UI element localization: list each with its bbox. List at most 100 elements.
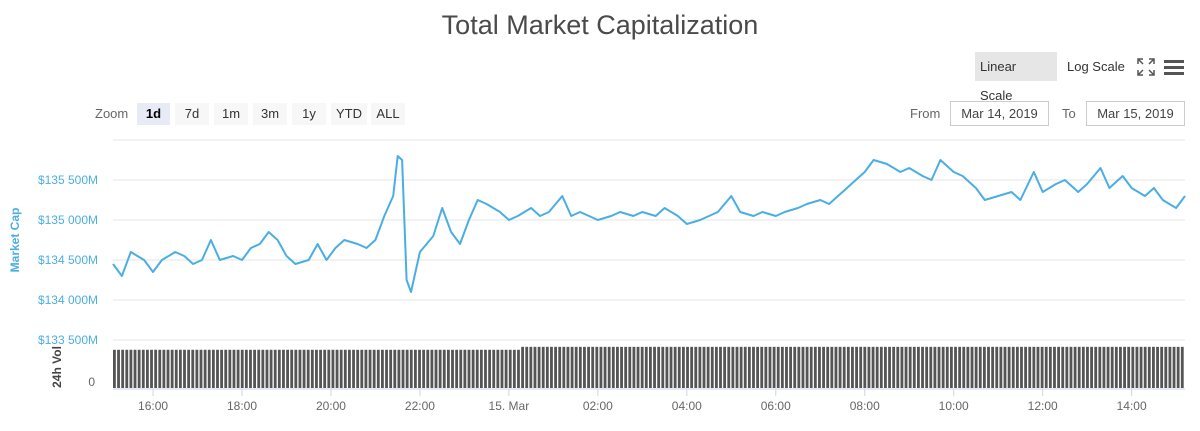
to-date-input[interactable] [1086, 101, 1185, 126]
volume-bar [1168, 346, 1172, 388]
volume-bar [393, 349, 397, 388]
volume-bar [1090, 346, 1093, 388]
volume-bar [368, 349, 372, 388]
x-tick-label: 20:00 [316, 399, 346, 413]
zoom-label: Zoom [95, 106, 129, 121]
volume-bar [401, 349, 405, 388]
chart-title: Total Market Capitalization [441, 10, 759, 40]
volume-bar [747, 346, 751, 388]
volume-bar [723, 346, 727, 388]
volume-bar [768, 346, 772, 388]
zoom-1m-button[interactable]: 1m [214, 103, 248, 125]
volume-bar [970, 346, 974, 388]
volume-bar [356, 349, 360, 388]
volume-bar [620, 346, 623, 388]
volume-bar [978, 346, 982, 388]
volume-bar [566, 346, 570, 388]
volume-bars [113, 346, 1184, 388]
menu-icon[interactable] [1162, 56, 1186, 78]
volume-bar [760, 346, 764, 388]
volume-bar [694, 346, 698, 388]
volume-bar [150, 349, 153, 388]
volume-bar [743, 346, 747, 388]
volume-bar [364, 349, 368, 388]
volume-bar [1081, 346, 1085, 388]
volume-bar [801, 346, 805, 388]
volume-bar [838, 346, 842, 388]
volume-bar [113, 349, 116, 388]
volume-bar [949, 346, 953, 388]
volume-bar [1007, 346, 1011, 388]
zoom-1y-button[interactable]: 1y [292, 103, 326, 125]
volume-bar [195, 349, 199, 388]
volume-bar [653, 346, 656, 388]
volume-bar [1147, 346, 1151, 388]
y-tick-label: $135 000M [38, 213, 98, 227]
volume-bar [479, 349, 483, 388]
to-label: To [1062, 106, 1076, 121]
x-tick-label: 12:00 [1028, 399, 1058, 413]
volume-bar [1102, 346, 1106, 388]
volume-bar [607, 346, 611, 388]
volume-bar [376, 349, 380, 388]
volume-bar [1094, 346, 1098, 388]
volume-bar [385, 349, 388, 388]
volume-bar [282, 349, 285, 388]
volume-bar [323, 349, 327, 388]
volume-bar [624, 346, 628, 388]
volume-bar [294, 349, 298, 388]
zoom-1d-button[interactable]: 1d [137, 103, 170, 125]
volume-bar [570, 346, 574, 388]
fullscreen-icon[interactable] [1135, 56, 1157, 78]
volume-bar [484, 349, 487, 388]
zoom-3m-button[interactable]: 3m [253, 103, 287, 125]
volume-bar [500, 349, 504, 388]
volume-bar [455, 349, 459, 388]
volume-bar [900, 346, 904, 388]
volume-bar [141, 349, 145, 388]
volume-bar [315, 349, 318, 388]
volume-bar [1176, 346, 1180, 388]
volume-bar [137, 349, 141, 388]
volume-bar [240, 349, 244, 388]
volume-bar [632, 346, 636, 388]
x-tick-label: 15. Mar [489, 399, 530, 413]
volume-bar [331, 349, 335, 388]
volume-bar [512, 349, 516, 388]
volume-bar [1032, 346, 1036, 388]
volume-bar [438, 349, 442, 388]
volume-bar [1040, 346, 1044, 388]
log-scale-button[interactable]: Log Scale [1067, 59, 1125, 74]
volume-bar [1123, 346, 1126, 388]
volume-bar [583, 346, 586, 388]
volume-bar [884, 346, 887, 388]
volume-bar [430, 349, 434, 388]
volume-bar [1044, 346, 1048, 388]
volume-bar [756, 346, 760, 388]
volume-bar [780, 346, 784, 388]
volume-bar [805, 346, 809, 388]
linear-scale-button[interactable]: Linear Scale [975, 52, 1057, 103]
volume-bar [145, 349, 149, 388]
volume-bar [1020, 346, 1023, 388]
volume-bar [492, 349, 496, 388]
volume-bar [1069, 346, 1073, 388]
volume-bar [409, 349, 413, 388]
volume-bar [310, 349, 314, 388]
volume-bar [306, 349, 310, 388]
volume-bar [698, 346, 702, 388]
volume-bar [702, 346, 706, 388]
y-tick-label: $134 000M [38, 293, 98, 307]
zoom-all-button[interactable]: ALL [371, 103, 405, 125]
zoom-7d-button[interactable]: 7d [175, 103, 209, 125]
volume-bar [488, 349, 492, 388]
zoom-ytd-button[interactable]: YTD [331, 103, 367, 125]
from-date-input[interactable] [950, 101, 1049, 126]
volume-bar [673, 346, 677, 388]
volume-bar [731, 346, 735, 388]
volume-bar [257, 349, 261, 388]
volume-bar [1119, 346, 1122, 388]
volume-bar [121, 349, 125, 388]
volume-bar [253, 349, 257, 388]
